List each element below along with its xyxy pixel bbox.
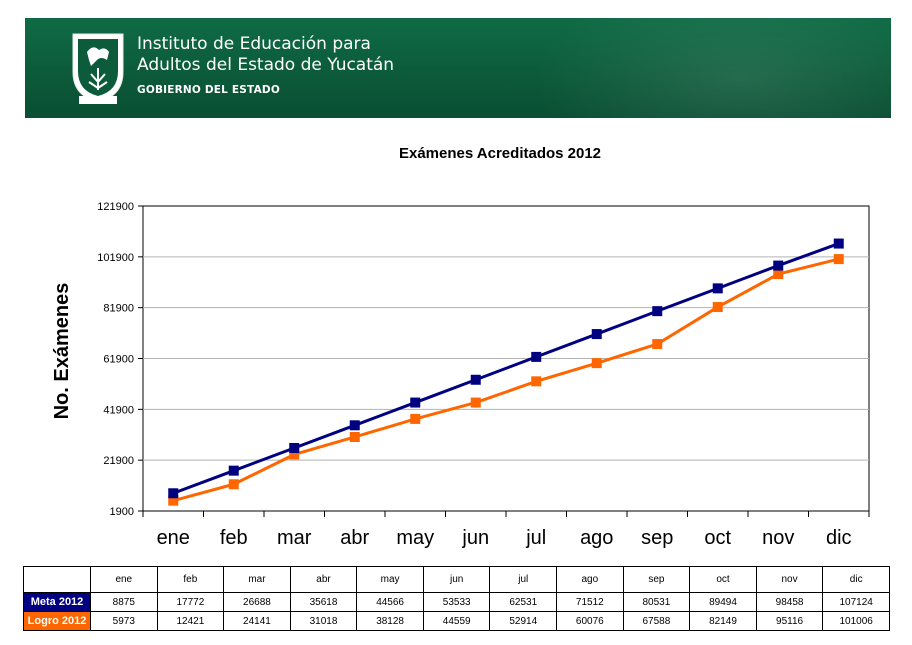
data-point-meta (531, 351, 542, 362)
y-tick-label: 101900 (97, 252, 134, 264)
table-cell: 67588 (622, 611, 691, 631)
y-axis-label: No. Exámenes (51, 283, 73, 420)
series-lines (168, 238, 844, 506)
y-tick-label: 21900 (103, 455, 134, 467)
x-tick-label: nov (762, 527, 794, 549)
table-header-cell: jul (489, 566, 558, 593)
table-header-row: ene feb mar abr may jun jul ago sep oct nov dic (23, 566, 890, 593)
y-tick-label: 81900 (103, 303, 134, 315)
table-cell: 26688 (223, 592, 291, 612)
table-header-cell: ene (90, 566, 158, 593)
table-header-cell: abr (289, 566, 358, 593)
data-point-logro (773, 269, 784, 280)
table-header-cell: mar (223, 566, 291, 593)
data-table: ene feb mar abr may jun jul ago sep oct nov dic Met… (23, 566, 890, 631)
data-point-logro (410, 413, 421, 424)
table-cell: 82149 (689, 611, 757, 631)
table-corner-cell (23, 566, 91, 593)
institute-name-line1: Instituto de Educación para (137, 34, 371, 54)
table-cell: 44566 (356, 592, 424, 612)
table-cell: 101006 (822, 611, 890, 631)
header-banner: Instituto de Educación para Adultos del … (25, 18, 891, 118)
x-tick-label: ago (580, 527, 613, 549)
table-cell: 62531 (489, 592, 558, 612)
table-header-cell: ago (556, 566, 624, 593)
series-line-meta (172, 242, 840, 495)
table-row-logro: Logro 2012 5973 12421 24141 31018 38128 44559… (23, 611, 890, 631)
table-cell: 44559 (422, 611, 491, 631)
table-cell: 98458 (755, 592, 824, 612)
data-point-logro (228, 479, 239, 490)
table-cell: 53533 (422, 592, 491, 612)
table-cell: 24141 (223, 611, 291, 631)
data-point-meta (591, 329, 602, 340)
data-point-meta (470, 374, 481, 385)
table-cell: 35618 (289, 592, 358, 612)
data-point-meta (349, 420, 360, 431)
table-cell: 31018 (289, 611, 358, 631)
table-cell: 38128 (356, 611, 424, 631)
table-cell: 17772 (156, 592, 225, 612)
data-point-logro (833, 254, 844, 265)
institute-name-line2: Adultos del Estado de Yucatán (137, 55, 395, 75)
data-point-meta (228, 465, 239, 476)
data-point-logro (470, 397, 481, 408)
y-tick-label: 1900 (110, 506, 134, 518)
x-tick-label: feb (220, 527, 248, 549)
table-header-cell: jun (422, 566, 491, 593)
data-point-meta (289, 442, 300, 453)
table-header-cell: may (356, 566, 424, 593)
y-tick-label: 61900 (103, 354, 134, 366)
table-header-cell: nov (755, 566, 824, 593)
data-point-logro (591, 358, 602, 369)
y-axis-ticks: 1900 21900 41900 61900 81900 101900 121900 (97, 201, 143, 518)
table-header-cell: sep (622, 566, 691, 593)
x-tick-label: abr (340, 527, 369, 549)
y-tick-label: 121900 (97, 201, 134, 213)
data-point-meta (168, 488, 179, 499)
data-point-meta (833, 238, 844, 249)
data-point-meta (773, 260, 784, 271)
table-header-cell: oct (689, 566, 757, 593)
x-tick-label: jun (461, 527, 489, 549)
x-tick-label: mar (277, 527, 312, 549)
table-cell: 52914 (489, 611, 558, 631)
table-cell: 95116 (755, 611, 824, 631)
table-header-cell: dic (822, 566, 890, 593)
x-tick-label: sep (641, 527, 673, 549)
legend-meta: Meta 2012 (23, 592, 91, 612)
table-cell: 89494 (689, 592, 757, 612)
y-tick-label: 41900 (103, 404, 134, 416)
x-tick-label: may (396, 527, 434, 549)
chart-title: Exámenes Acreditados 2012 (398, 145, 602, 162)
data-point-logro (289, 449, 300, 460)
table-cell: 8875 (90, 592, 158, 612)
table-cell: 71512 (556, 592, 624, 612)
table-cell: 60076 (556, 611, 624, 631)
data-point-logro (652, 339, 663, 350)
table-cell: 107124 (822, 592, 890, 612)
table-cell: 5973 (90, 611, 158, 631)
data-point-meta (712, 283, 723, 294)
x-tick-label: jul (525, 527, 546, 549)
data-point-logro (531, 376, 542, 387)
x-tick-label: ene (157, 527, 190, 549)
line-chart: 1900 21900 41900 61900 81900 101900 121900 ene… (51, 201, 870, 549)
table-cell: 12421 (156, 611, 225, 631)
legend-logro: Logro 2012 (23, 611, 91, 631)
data-point-logro (168, 495, 179, 506)
government-label: GOBIERNO DEL ESTADO (137, 84, 280, 96)
x-axis-ticks: ene feb mar abr may jun jul ago sep oct nov dic (142, 511, 870, 549)
x-tick-label: dic (826, 527, 852, 549)
data-point-meta (410, 397, 421, 408)
data-point-logro (349, 431, 360, 442)
series-line-logro (172, 257, 840, 503)
data-point-meta (652, 306, 663, 317)
table-cell: 80531 (622, 592, 691, 612)
data-point-logro (712, 302, 723, 313)
table-header-cell: feb (156, 566, 225, 593)
table-row-meta: Meta 2012 8875 17772 26688 35618 44566 53533 6… (23, 592, 890, 612)
yucatan-shield-logo (72, 33, 124, 104)
x-tick-label: oct (704, 527, 731, 549)
